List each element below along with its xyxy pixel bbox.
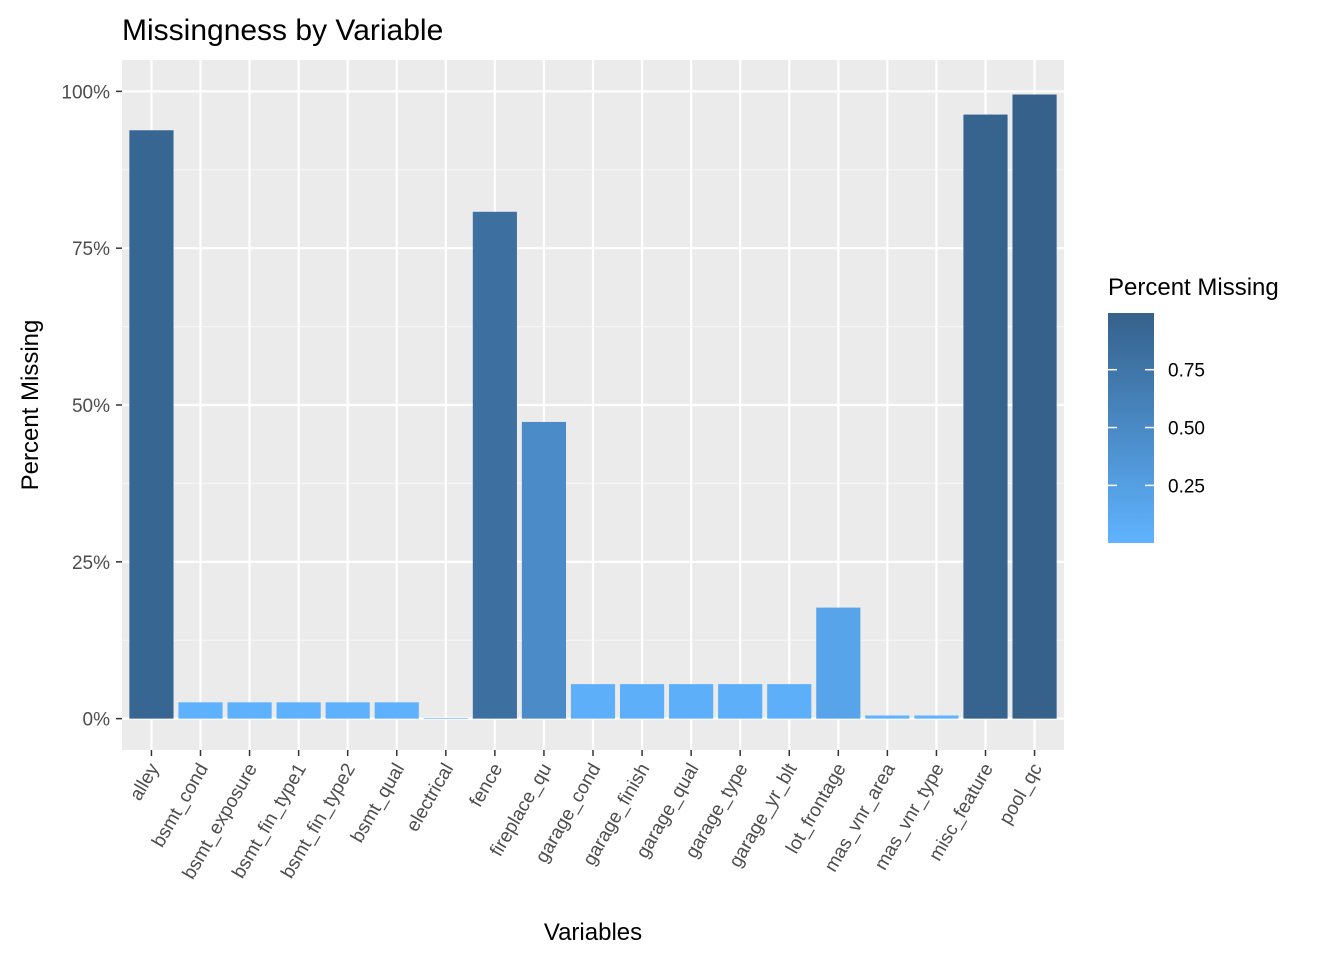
x-tick-label: electrical: [402, 760, 458, 835]
legend-tick-label: 0.25: [1168, 476, 1205, 497]
bar-lot-frontage: [816, 607, 861, 719]
bar-electrical: [423, 718, 468, 719]
bar-mas-vnr-area: [865, 715, 910, 719]
bar-garage-qual: [669, 684, 714, 719]
bar-fireplace-qu: [521, 421, 567, 719]
bar-alley: [129, 130, 174, 719]
x-tick-label: alley: [126, 760, 164, 805]
bar-bsmt-fin-type1: [276, 702, 321, 719]
bar-bsmt-cond: [178, 702, 223, 719]
y-axis-title: Percent Missing: [17, 320, 44, 491]
x-axis: alleybsmt_condbsmt_exposurebsmt_fin_type…: [126, 750, 1047, 883]
bar-misc-feature: [963, 114, 1008, 719]
bar-fence: [472, 211, 517, 719]
bar-garage-yr-blt: [767, 684, 812, 719]
legend-tick-label: 0.75: [1168, 361, 1205, 382]
y-tick-label: 100%: [61, 82, 110, 103]
y-tick-label: 25%: [72, 553, 110, 574]
y-tick-label: 50%: [72, 396, 110, 417]
bar-bsmt-exposure: [227, 702, 272, 719]
y-tick-label: 0%: [83, 710, 111, 731]
bar-pool-qc: [1012, 94, 1057, 719]
bars: [129, 94, 1057, 719]
chart-title: Missingness by Variable: [122, 14, 443, 47]
bar-bsmt-qual: [374, 702, 419, 719]
bar-garage-cond: [570, 684, 616, 719]
bar-garage-type: [718, 684, 763, 719]
y-tick-label: 75%: [72, 239, 110, 260]
bar-bsmt-fin-type2: [325, 702, 370, 719]
x-tick-label: fence: [466, 760, 507, 811]
x-tick-label: pool_qc: [995, 760, 1046, 828]
bar-garage-finish: [619, 684, 665, 719]
bar-mas-vnr-type: [914, 715, 959, 719]
legend: Percent Missing 0.25 0.50 0.75: [1108, 274, 1279, 543]
legend-title: Percent Missing: [1108, 274, 1279, 301]
y-axis: 0% 25% 50% 75% 100%: [61, 82, 122, 731]
x-axis-title: Variables: [544, 919, 642, 946]
legend-tick-label: 0.50: [1168, 419, 1205, 440]
